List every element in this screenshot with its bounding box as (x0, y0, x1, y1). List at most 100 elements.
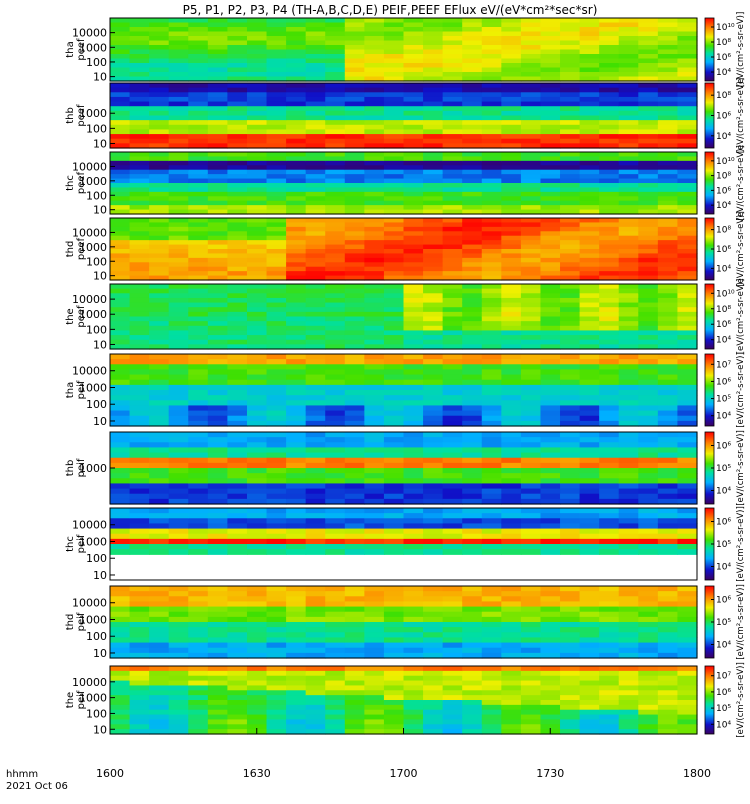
heatmap-cell (207, 67, 228, 73)
heatmap-cell (364, 622, 385, 628)
heatmap-cell (462, 586, 483, 592)
heatmap-cell (618, 685, 639, 691)
heatmap-cell (599, 311, 620, 318)
heatmap-cell (227, 174, 248, 180)
heatmap-cell (403, 384, 424, 391)
heatmap-cell (618, 647, 639, 654)
heatmap-cell (305, 169, 326, 175)
heatmap-cell (305, 533, 326, 540)
heatmap-cell (246, 235, 268, 241)
heatmap-cell (168, 468, 189, 474)
heatmap-cell (266, 478, 287, 485)
heatmap-cell (657, 27, 679, 33)
heatmap-cell (442, 124, 463, 131)
heatmap-cell (344, 478, 365, 485)
heatmap-cell (657, 36, 679, 42)
heatmap-cell (110, 183, 131, 189)
colorbar-tick-label: 10⁶ (716, 688, 731, 698)
heatmap-cell (520, 533, 542, 540)
heatmap-cell (677, 226, 698, 232)
heatmap-cell (520, 410, 542, 417)
heatmap-cell (246, 191, 268, 197)
heatmap-cell (110, 354, 131, 360)
heatmap-cell (481, 354, 502, 360)
heatmap-cell (227, 719, 248, 725)
heatmap-cell (266, 719, 287, 725)
heatmap-cell (246, 437, 268, 443)
heatmap-cell (481, 92, 502, 98)
heatmap-cell (657, 709, 679, 716)
heatmap-cell (286, 488, 307, 495)
heatmap-cell (599, 106, 620, 112)
heatmap-cell (305, 549, 326, 555)
colorbar (704, 283, 715, 350)
heatmap-cell (286, 544, 307, 550)
heatmap-cell (188, 493, 209, 500)
heatmap-cell (110, 473, 131, 479)
heatmap-cell (286, 92, 307, 98)
heatmap-cell (305, 321, 326, 327)
heatmap-cell (344, 205, 365, 211)
heatmap-cell (110, 616, 131, 623)
heatmap-cell (149, 622, 170, 628)
heatmap-cell (599, 209, 620, 215)
heatmap-cell (442, 40, 463, 46)
heatmap-cell (305, 330, 326, 336)
heatmap-cell (266, 152, 287, 158)
heatmap-cell (188, 115, 209, 121)
heatmap-cell (423, 395, 444, 401)
heatmap-cell (520, 226, 542, 232)
heatmap-cell (305, 384, 326, 391)
heatmap-cell (305, 266, 326, 272)
heatmap-cell (188, 165, 209, 171)
heatmap-cell (462, 335, 483, 341)
heatmap-cell (286, 307, 307, 313)
heatmap-cell (325, 196, 346, 202)
heatmap-cell (442, 311, 463, 318)
heatmap-cell (286, 457, 307, 464)
heatmap-cell (286, 67, 307, 73)
heatmap-cell (246, 601, 268, 608)
heatmap-cell (344, 187, 365, 193)
heatmap-cell (423, 709, 444, 716)
heatmap-cell (403, 478, 424, 485)
heatmap-cell (462, 262, 483, 268)
heatmap-cell (149, 275, 170, 281)
heatmap-cell (344, 675, 365, 682)
heatmap-cell (129, 452, 150, 459)
heatmap-cell (560, 257, 581, 263)
heatmap-cell (599, 27, 620, 33)
heatmap-cell (305, 49, 326, 55)
heatmap-cell (364, 83, 385, 89)
heatmap-cell (305, 637, 326, 644)
heatmap-cell (481, 271, 502, 277)
heatmap-cell (246, 275, 268, 281)
heatmap-cell (325, 58, 346, 64)
heatmap-cell (168, 483, 189, 490)
heatmap-cell (560, 437, 581, 443)
heatmap-cell (344, 143, 365, 149)
heatmap-cell (501, 311, 522, 318)
heatmap-cell (246, 364, 268, 371)
heatmap-cell (246, 478, 268, 485)
heatmap-cell (677, 695, 698, 701)
heatmap-cell (227, 447, 248, 454)
heatmap-cell (481, 120, 502, 126)
heatmap-cell (246, 647, 268, 654)
heatmap-cell (599, 124, 620, 131)
heatmap-cell (207, 379, 228, 386)
heatmap-cell (442, 410, 463, 417)
heatmap-cell (403, 284, 424, 290)
heatmap-cell (657, 513, 679, 519)
heatmap-cell (305, 379, 326, 386)
heatmap-cell (423, 457, 444, 464)
heatmap-cell (207, 275, 228, 281)
heatmap-cell (599, 165, 620, 171)
heatmap-cell (403, 498, 424, 505)
heatmap-cell (207, 369, 228, 376)
heatmap-cell (560, 27, 581, 33)
heatmap-cell (149, 533, 170, 540)
y-tick-label: 10 (93, 204, 107, 217)
heatmap-cell (501, 231, 522, 237)
heatmap-cell (520, 244, 542, 250)
